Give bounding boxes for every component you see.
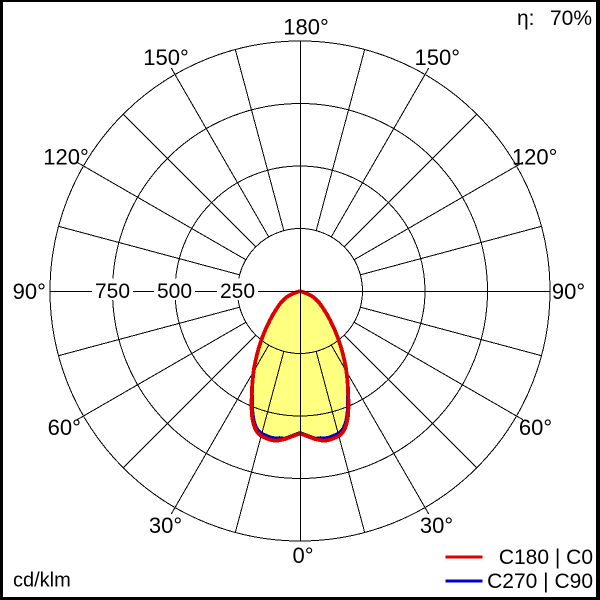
svg-text:0°: 0° [292,543,313,568]
svg-text:500: 500 [157,280,192,303]
svg-text:120°: 120° [43,145,89,170]
svg-text:150°: 150° [415,45,461,70]
svg-text:120°: 120° [512,145,558,170]
svg-text:90°: 90° [552,279,585,304]
svg-text:60°: 60° [519,415,552,440]
svg-text:250: 250 [220,280,255,303]
svg-text:90°: 90° [13,279,46,304]
svg-text:C270 | C90: C270 | C90 [487,570,593,593]
svg-text:180°: 180° [283,15,329,40]
svg-text:C180 | C0: C180 | C0 [499,546,593,569]
svg-text:60°: 60° [48,415,81,440]
svg-text:150°: 150° [143,45,189,70]
svg-text:30°: 30° [420,513,453,538]
svg-text:750: 750 [95,280,130,303]
svg-text:30°: 30° [149,513,182,538]
svg-text:cd/klm: cd/klm [13,570,71,592]
svg-text:η:: η: [517,7,535,30]
svg-text:70%: 70% [550,7,592,30]
